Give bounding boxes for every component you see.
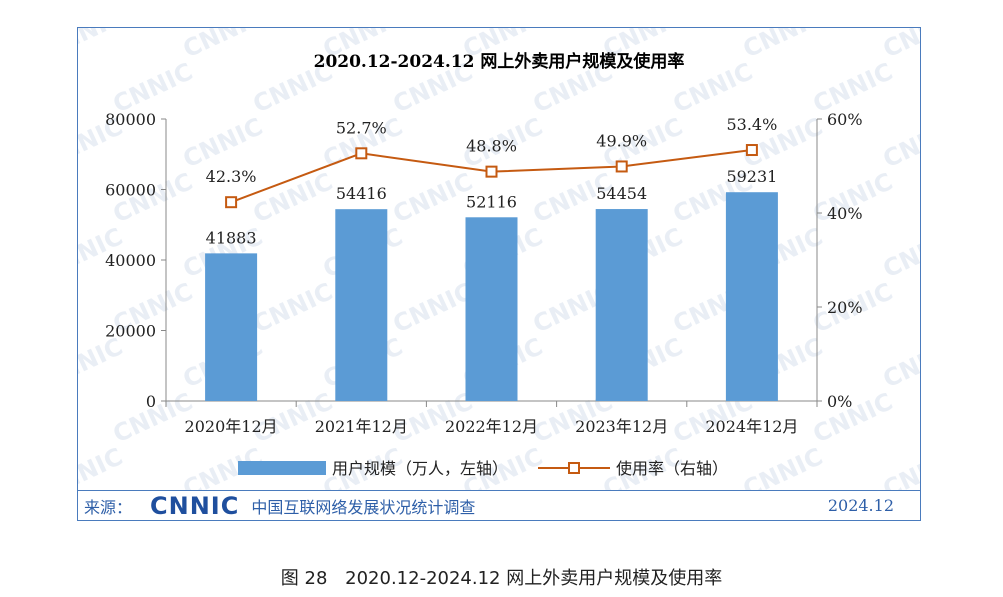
watermark-text: CNNIC bbox=[179, 112, 267, 173]
bar-data-label: 41883 bbox=[206, 228, 257, 247]
source-bar: 来源： CNNIC 中国互联网络发展状况统计调查 2024.12 bbox=[78, 490, 920, 520]
bar-data-label: 59231 bbox=[726, 167, 777, 186]
line-data-label: 53.4% bbox=[726, 115, 777, 134]
watermark-text: CNNIC bbox=[879, 332, 920, 393]
legend-line-label: 使用率（右轴） bbox=[616, 459, 728, 478]
watermark-text: CNNIC bbox=[389, 167, 477, 228]
left-tick-label: 80000 bbox=[105, 110, 156, 129]
bar bbox=[595, 209, 648, 401]
bar-data-label: 54454 bbox=[596, 184, 647, 203]
line-marker bbox=[225, 196, 238, 209]
bar bbox=[465, 217, 518, 401]
line-marker bbox=[745, 144, 758, 157]
line-data-label: 52.7% bbox=[336, 118, 387, 137]
line-marker bbox=[355, 147, 368, 160]
source-label: 来源： bbox=[84, 497, 133, 517]
left-tick-label: 60000 bbox=[105, 181, 156, 200]
bar-data-label: 52116 bbox=[466, 192, 517, 211]
bar bbox=[725, 192, 778, 401]
legend-bar-label: 用户规模（万人，左轴） bbox=[332, 459, 508, 478]
legend-bar-swatch bbox=[238, 461, 326, 475]
right-tick-label: 20% bbox=[827, 298, 863, 317]
left-tick-label: 0 bbox=[146, 392, 156, 411]
watermark-text: CNNIC bbox=[179, 28, 267, 63]
watermark-text: CNNIC bbox=[78, 28, 127, 63]
cnnic-logo: CNNIC bbox=[150, 491, 240, 520]
line-data-label: 48.8% bbox=[466, 137, 517, 156]
watermark-text: CNNIC bbox=[78, 332, 127, 393]
figure-caption: 图 28 2020.12-2024.12 网上外卖用户规模及使用率 bbox=[0, 564, 1003, 590]
bar-data-label: 54416 bbox=[336, 184, 387, 203]
line-marker bbox=[615, 160, 628, 173]
source-org: 中国互联网络发展状况统计调查 bbox=[251, 497, 476, 517]
x-tick-label: 2020年12月 bbox=[185, 417, 278, 436]
source-date: 2024.12 bbox=[827, 496, 894, 515]
watermark-text: CNNIC bbox=[809, 387, 897, 448]
watermark-text: CNNIC bbox=[879, 442, 920, 490]
line-data-label: 49.9% bbox=[596, 131, 647, 150]
line-data-label: 42.3% bbox=[206, 167, 257, 186]
watermark-text: CNNIC bbox=[249, 277, 337, 338]
x-tick-label: 2024年12月 bbox=[705, 417, 798, 436]
left-tick-label: 20000 bbox=[105, 322, 156, 341]
right-tick-label: 40% bbox=[827, 204, 863, 223]
figure-title: 2020.12-2024.12 网上外卖用户规模及使用率 bbox=[345, 568, 723, 589]
x-tick-label: 2023年12月 bbox=[575, 417, 668, 436]
watermark-text: CNNIC bbox=[78, 442, 127, 490]
watermark-text: CNNIC bbox=[879, 222, 920, 283]
chart-svg: CNNIC CNNIC CNNIC CNNIC CNNIC CNNIC CNNICCNNIC… bbox=[78, 28, 920, 490]
bar bbox=[205, 253, 258, 401]
x-tick-label: 2022年12月 bbox=[445, 417, 538, 436]
x-tick-label: 2021年12月 bbox=[315, 417, 408, 436]
chart-title: 2020.12-2024.12 网上外卖用户规模及使用率 bbox=[314, 51, 685, 72]
watermark-text: CNNIC bbox=[739, 442, 827, 490]
legend-line-marker bbox=[568, 462, 580, 474]
right-tick-label: 60% bbox=[827, 110, 863, 129]
watermark-text: CNNIC bbox=[249, 167, 337, 228]
chart-frame: CNNIC CNNIC CNNIC CNNIC CNNIC CNNIC CNNIC CNNIC… bbox=[77, 27, 921, 521]
watermark-text: CNNIC bbox=[389, 277, 477, 338]
right-tick-label: 0% bbox=[827, 392, 852, 411]
watermark-text: CNNIC bbox=[879, 112, 920, 173]
line-marker bbox=[485, 165, 498, 178]
bar bbox=[335, 209, 388, 401]
watermark-text: CNNIC bbox=[739, 28, 827, 63]
figure-number: 图 28 bbox=[280, 568, 328, 589]
left-tick-label: 40000 bbox=[105, 251, 156, 270]
